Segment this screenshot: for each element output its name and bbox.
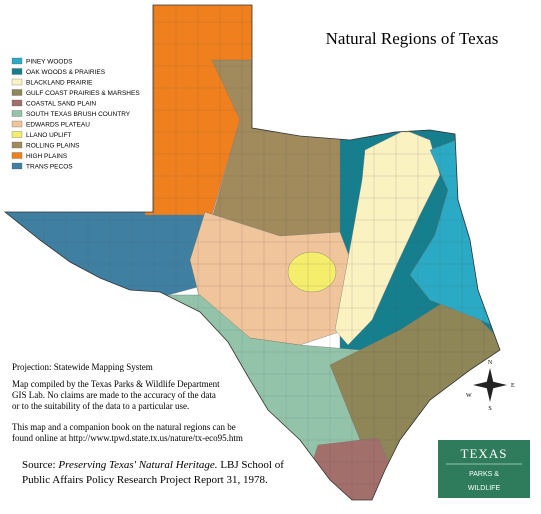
compass-e: E bbox=[511, 383, 515, 389]
legend-label: SOUTH TEXAS BRUSH COUNTRY bbox=[26, 111, 131, 118]
legend-swatch bbox=[11, 131, 23, 138]
logo-box bbox=[438, 440, 530, 498]
legend-swatch bbox=[11, 110, 23, 117]
source-label: Source: bbox=[22, 459, 56, 471]
legend-swatch bbox=[11, 141, 23, 149]
source-line: Source: Preserving Texas' Natural Herita… bbox=[22, 459, 284, 471]
legend-label: ROLLING PLAINS bbox=[26, 143, 80, 150]
compiled-note: Map compiled by the Texas Parks & Wildli… bbox=[12, 379, 220, 389]
state-outline bbox=[3, 4, 501, 501]
online-note: found online at http://www.tpwd.state.tx… bbox=[12, 433, 243, 443]
legend: PINEY WOODS OAK WOODS & PRAIRIES BLACKLAND… bbox=[11, 57, 140, 171]
region bbox=[309, 437, 393, 500]
logo-line: PARKS & bbox=[469, 471, 499, 478]
legend-label: GULF COAST PRAIRIES & MARSHES bbox=[26, 90, 140, 97]
legend-label: LLANO UPLIFT bbox=[26, 132, 72, 139]
compiled-note: or to the suitability of the data to a p… bbox=[12, 401, 189, 411]
compass-rose bbox=[473, 381, 507, 389]
region bbox=[287, 251, 337, 293]
source-title: Preserving Texas' Natural Heritage. bbox=[57, 459, 217, 471]
compass-n: N bbox=[488, 360, 493, 366]
legend-swatch bbox=[11, 99, 23, 107]
online-note: This map and a companion book on the nat… bbox=[12, 422, 236, 432]
projection-note: Projection: Statewide Mapping System bbox=[12, 362, 153, 372]
compass: N S E W bbox=[466, 360, 515, 412]
legend-label: HIGH PLAINS bbox=[26, 153, 68, 160]
legend-label: EDWARDS PLATEAU bbox=[26, 122, 90, 129]
compass-w: W bbox=[466, 393, 472, 399]
compiled-note: GIS Lab. No claims are made to the accur… bbox=[12, 390, 216, 400]
legend-label: TRANS PECOS bbox=[26, 164, 73, 171]
legend-swatch bbox=[11, 57, 23, 65]
logo: TEXAS PARKS & WILDLIFE bbox=[438, 440, 530, 498]
logo-name: TEXAS bbox=[461, 446, 508, 461]
legend-label: BLACKLAND PRAIRIE bbox=[26, 80, 93, 87]
legend-swatch bbox=[11, 162, 23, 170]
source-rest: LBJ School of bbox=[220, 459, 284, 471]
legend-label: PINEY WOODS bbox=[26, 59, 73, 66]
map-title: Natural Regions of Texas bbox=[326, 29, 499, 48]
legend-swatch bbox=[11, 89, 23, 96]
logo-line: WILDLIFE bbox=[468, 485, 501, 492]
legend-swatch bbox=[11, 152, 23, 159]
legend-swatch bbox=[11, 120, 23, 128]
region bbox=[189, 211, 363, 346]
compass-s: S bbox=[488, 406, 491, 412]
legend-swatch bbox=[11, 78, 23, 86]
source-line: Public Affairs Policy Research Project R… bbox=[22, 474, 268, 486]
legend-swatch bbox=[11, 68, 23, 75]
legend-label: OAK WOODS & PRAIRIES bbox=[26, 69, 106, 76]
legend-label: COASTAL SAND PLAIN bbox=[26, 101, 96, 108]
